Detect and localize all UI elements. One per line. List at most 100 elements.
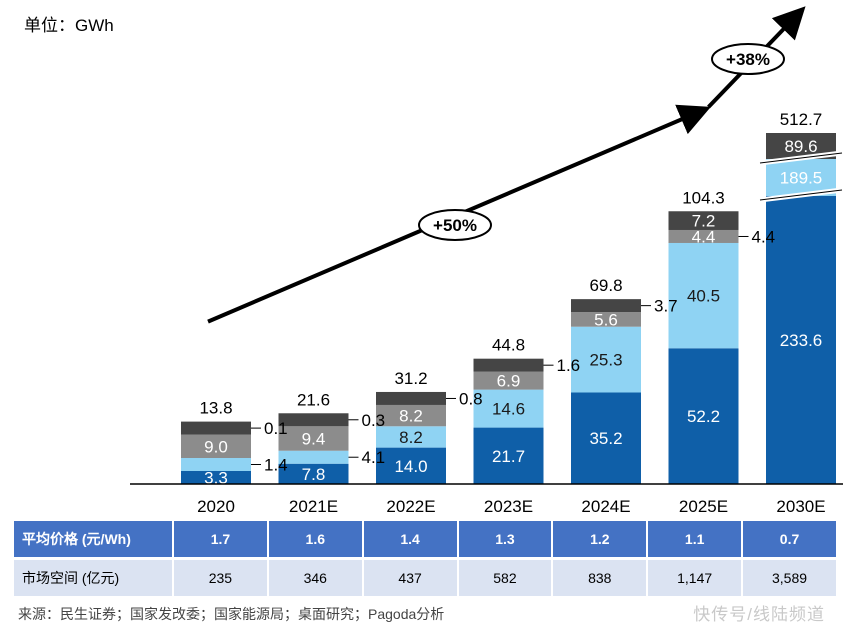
data-label-total: 13.8	[199, 399, 232, 418]
data-label-light: 14.6	[492, 400, 525, 419]
bar-segment-light	[668, 242, 739, 349]
bar-segment-top	[376, 391, 446, 405]
x-tick-label: 2030E	[776, 497, 825, 516]
x-tick-label: 2024E	[581, 497, 630, 516]
data-label-light: 40.5	[687, 287, 720, 306]
bar-segment-top	[278, 413, 349, 427]
data-label-light: 4.1	[362, 448, 386, 467]
data-label-top: 0.1	[264, 419, 288, 438]
data-label-total: 69.8	[589, 276, 622, 295]
bar-segment-light	[278, 450, 349, 464]
price-cell: 1.1	[646, 521, 744, 559]
data-label-gray: 9.4	[302, 430, 326, 449]
source-note: 来源：民生证券；国家发改委；国家能源局；桌面研究；Pagoda分析	[18, 606, 445, 622]
price-cell: 1.4	[361, 521, 459, 559]
table-row-market-size: 市场空间 (亿元) 235 346 437 582 838 1,147 3,58…	[12, 557, 838, 596]
data-label-gray: 6.9	[497, 372, 521, 391]
bar-segment-gray	[473, 371, 544, 390]
data-label-group: 3.3 9.0 1.4 0.1 13.8 7.8 9.4 4.1 0.3 21.6 14.0 8.2 8…	[199, 110, 843, 488]
row-header-market-size: 市场空间 (亿元)	[12, 557, 174, 596]
unit-label: 单位：GWh	[24, 16, 114, 35]
bar-segment-bottom	[668, 348, 739, 484]
axis-break-line	[759, 189, 843, 201]
data-label-bottom: 3.3	[204, 469, 228, 488]
price-market-table: 平均价格 (元/Wh) 1.7 1.6 1.4 1.3 1.2 1.1 0.7 …	[12, 521, 838, 596]
bar-segment-gray	[376, 404, 446, 427]
data-label-total: 21.6	[297, 390, 330, 409]
price-cell: 1.7	[172, 521, 269, 559]
axis-break-line	[759, 152, 843, 164]
data-label-bottom: 7.8	[302, 465, 326, 484]
row-header-average-price: 平均价格 (元/Wh)	[12, 521, 174, 559]
bar-segment-bottom	[766, 196, 836, 484]
bar-segment-light	[473, 389, 544, 428]
bar-segment-gray	[668, 229, 739, 243]
market-cell: 346	[266, 557, 364, 596]
market-cell: 3,589	[741, 557, 838, 596]
growth-50-bubble	[418, 209, 492, 241]
data-label-bottom: 52.2	[687, 407, 720, 426]
data-label-light: 8.2	[399, 428, 423, 447]
x-tick-label: 2020	[197, 497, 235, 516]
bar-segment-top	[571, 299, 641, 313]
watermark: 快传号/线陆频道	[693, 605, 825, 624]
data-label-bottom: 14.0	[394, 457, 427, 476]
data-label-bottom: 233.6	[780, 331, 823, 350]
bar-segment-bottom	[181, 471, 251, 484]
bar-segment-gray	[181, 434, 251, 458]
data-label-bottom: 21.7	[492, 447, 525, 466]
data-label-light: 25.3	[589, 351, 622, 370]
data-label-top: 3.7	[654, 297, 678, 316]
data-label-total: 512.7	[780, 110, 823, 129]
data-label-top: 0.3	[362, 411, 386, 430]
bar-segment-gray	[278, 426, 349, 451]
data-label-gray: 8.2	[399, 407, 423, 426]
data-label-total: 31.2	[394, 369, 427, 388]
data-label-total: 44.8	[492, 336, 525, 355]
market-cell: 1,147	[646, 557, 744, 596]
data-label-top: 0.8	[459, 389, 483, 408]
x-tick-label: 2025E	[679, 497, 728, 516]
data-label-gray: 5.6	[594, 310, 618, 329]
market-cell: 838	[551, 557, 649, 596]
bar-segment-top	[473, 358, 544, 372]
market-cell: 235	[172, 557, 269, 596]
bar-segment-light	[376, 426, 446, 448]
x-axis-tick-labels: 2020 2021E 2022E 2023E 2024E 2025E 2030E	[197, 497, 826, 516]
data-label-bottom: 35.2	[589, 429, 622, 448]
x-tick-label: 2022E	[386, 497, 435, 516]
bar-segment-top	[668, 211, 739, 230]
x-tick-label: 2021E	[289, 497, 338, 516]
data-label-total: 104.3	[682, 188, 725, 207]
data-label-top: 7.2	[692, 212, 716, 231]
data-label-top: 89.6	[784, 137, 817, 156]
data-label-light: 189.5	[780, 169, 823, 188]
bar-group	[181, 133, 836, 484]
bar-segment-top	[181, 421, 251, 435]
growth-annotation-group: +50% +38%	[207, 6, 806, 324]
x-tick-label: 2023E	[484, 497, 533, 516]
price-cell: 1.6	[266, 521, 364, 559]
market-cell: 582	[456, 557, 554, 596]
growth-38-bubble	[711, 43, 785, 75]
data-label-light: 1.4	[264, 456, 288, 475]
bar-segment-bottom	[473, 427, 544, 484]
data-label-gray: 4.4	[752, 227, 776, 246]
price-cell: 1.2	[551, 521, 649, 559]
bar-segment-light	[571, 326, 641, 393]
price-cell: 1.3	[456, 521, 554, 559]
market-cell: 437	[361, 557, 459, 596]
table-row-average-price: 平均价格 (元/Wh) 1.7 1.6 1.4 1.3 1.2 1.1 0.7	[12, 521, 838, 559]
data-label-gray: 9.0	[204, 437, 228, 456]
price-cell: 0.7	[741, 521, 838, 559]
bar-segment-bottom	[376, 447, 446, 484]
data-label-top: 1.6	[557, 356, 581, 375]
bar-segment-bottom	[278, 463, 349, 484]
data-label-gray: 4.4	[692, 227, 716, 246]
bar-segment-light	[181, 458, 251, 471]
growth-38-label: +38%	[726, 50, 770, 69]
bar-segment-bottom	[571, 392, 641, 484]
bar-segment-gray	[571, 312, 641, 327]
growth-50-label: +50%	[433, 216, 477, 235]
